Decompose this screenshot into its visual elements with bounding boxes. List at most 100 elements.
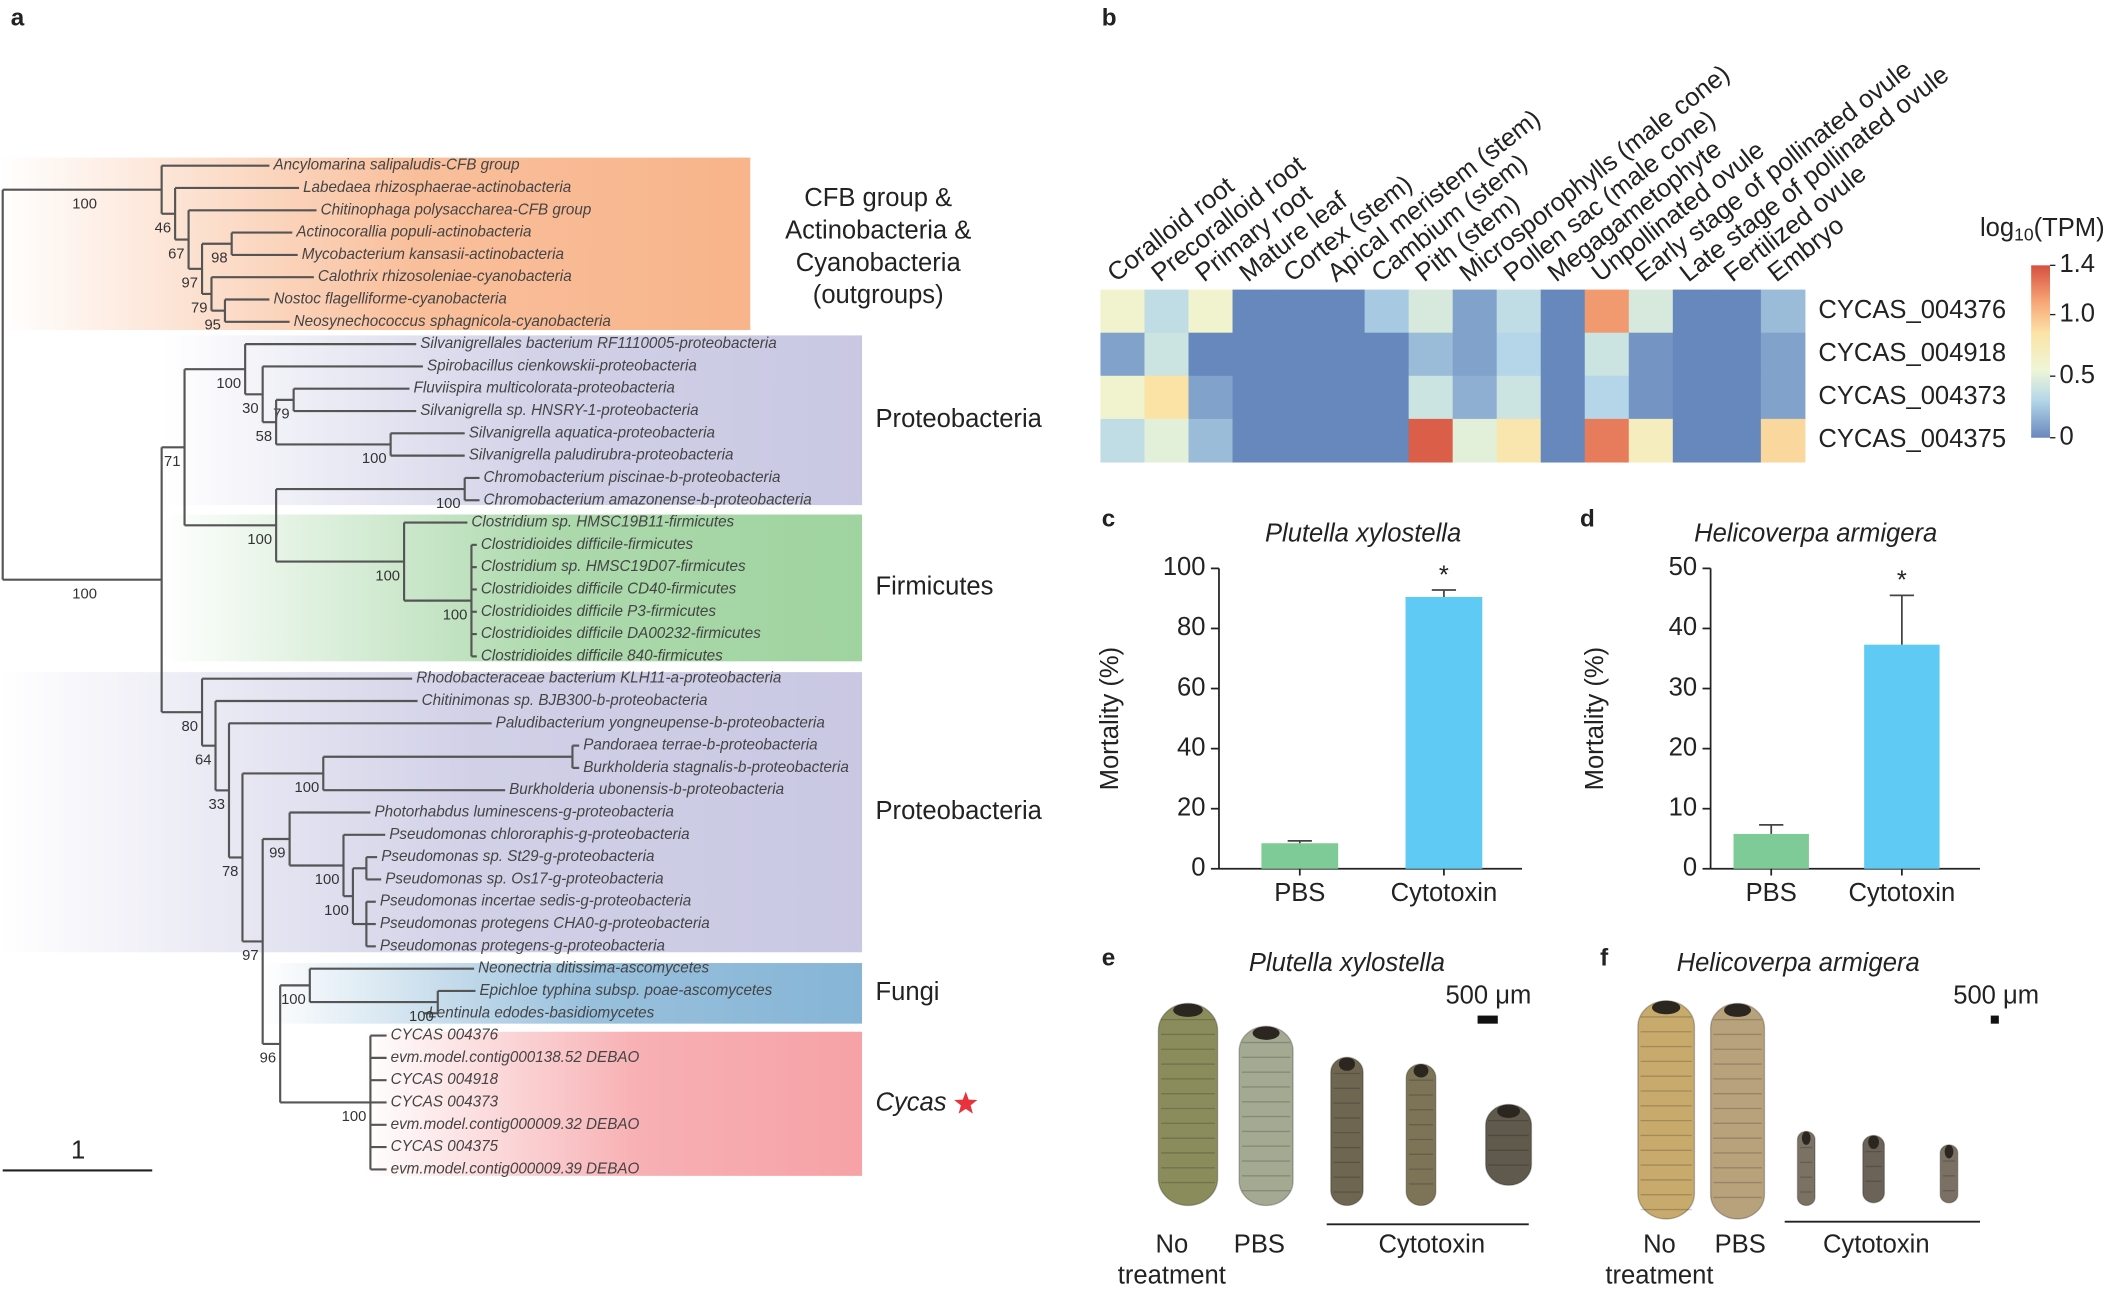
heat-cell bbox=[1364, 375, 1410, 420]
scale-label: 500 μm bbox=[1445, 981, 1531, 1009]
group-label: PBS bbox=[1234, 1231, 1285, 1259]
leaf-label: Photorhabdus luminescens-g-proteobacteri… bbox=[374, 804, 673, 821]
leaf-label: Calothrix rhizosoleniae-cyanobacteria bbox=[318, 268, 572, 285]
y-tick-label: 60 bbox=[1177, 673, 1205, 701]
panel-label: d bbox=[1580, 505, 1595, 532]
heat-cell bbox=[1672, 332, 1718, 377]
heat-cell bbox=[1716, 332, 1762, 377]
panel-label: e bbox=[1102, 944, 1115, 971]
heat-cell bbox=[1320, 289, 1366, 334]
panel-label: b bbox=[1102, 4, 1117, 31]
colorbar-title-part: (TPM) bbox=[2034, 214, 2105, 242]
bar bbox=[1261, 843, 1339, 869]
clade-box bbox=[161, 514, 863, 662]
star bbox=[954, 1091, 978, 1114]
row-label: CYCAS_004376 bbox=[1818, 296, 2006, 324]
heat-cell bbox=[1628, 418, 1674, 463]
heat-cell bbox=[1760, 289, 1806, 334]
heat-cell bbox=[1364, 289, 1410, 334]
heat-cell bbox=[1276, 332, 1322, 377]
heat-cell bbox=[1496, 332, 1542, 377]
heat-cell bbox=[1672, 375, 1718, 420]
heat-cell bbox=[1628, 375, 1674, 420]
leaf-label: Pseudomonas protegens CHA0-g-proteobacte… bbox=[380, 915, 710, 932]
clade-box bbox=[0, 157, 751, 330]
leaf-label: Neonectria ditissima-ascomycetes bbox=[478, 960, 709, 977]
heat-cell bbox=[1232, 418, 1278, 463]
bootstrap: 100 bbox=[409, 1009, 434, 1025]
bootstrap: 100 bbox=[443, 607, 468, 623]
heat-cell bbox=[1408, 418, 1454, 463]
clade-label: Actinobacteria & bbox=[785, 216, 971, 244]
heat-cell bbox=[1320, 332, 1366, 377]
bootstrap: 100 bbox=[281, 992, 306, 1008]
heat-cell bbox=[1320, 418, 1366, 463]
larva-head bbox=[1868, 1135, 1879, 1149]
x-tick-label: Cytotoxin bbox=[1849, 879, 1956, 907]
bootstrap: 64 bbox=[195, 752, 211, 768]
clade-box bbox=[262, 963, 863, 1024]
bootstrap: 100 bbox=[324, 903, 349, 919]
heat-cell bbox=[1144, 375, 1190, 420]
leaf-label: Epichloe typhina subsp. poae-ascomycetes bbox=[480, 982, 773, 999]
larva bbox=[1330, 1056, 1364, 1207]
bar bbox=[1864, 644, 1940, 869]
leaf-label: Ancylomarina salipaludis-CFB group bbox=[272, 157, 519, 174]
bootstrap: 95 bbox=[204, 317, 220, 333]
group-label: treatment bbox=[1118, 1262, 1226, 1289]
leaf-label: Clostridioides difficile 840-firmicutes bbox=[481, 647, 723, 664]
y-tick-label: 0 bbox=[1191, 854, 1205, 882]
bootstrap: 100 bbox=[436, 496, 461, 512]
clade-box bbox=[0, 672, 863, 953]
chart-title: Plutella xylostella bbox=[1265, 519, 1461, 547]
heat-cell bbox=[1540, 375, 1586, 420]
chart-title: Helicoverpa armigera bbox=[1694, 519, 1937, 547]
heat-cell bbox=[1496, 289, 1542, 334]
colorbar-title-part: 10 bbox=[2014, 224, 2034, 244]
bootstrap: 80 bbox=[182, 719, 198, 735]
leaf-label: CYCAS 004918 bbox=[391, 1071, 499, 1088]
leaf-label: Fluviispira multicolorata-proteobacteria bbox=[414, 380, 675, 397]
heat-cell bbox=[1716, 375, 1762, 420]
bootstrap: 100 bbox=[247, 532, 272, 548]
leaf-label: Burkholderia stagnalis-b-proteobacteria bbox=[583, 759, 849, 776]
leaf-label: Lentinula edodes-basidiomycetes bbox=[428, 1004, 654, 1021]
heat-cell bbox=[1232, 375, 1278, 420]
leaf-label: Chromobacterium piscinae-b-proteobacteri… bbox=[484, 469, 781, 486]
leaf-label: Spirobacillus cienkowskii-proteobacteria bbox=[427, 357, 697, 374]
heat-cell bbox=[1540, 418, 1586, 463]
leaf-label: Actinocorallia populi-actinobacteria bbox=[295, 224, 531, 241]
x-tick-label: PBS bbox=[1746, 879, 1797, 907]
y-tick-label: 80 bbox=[1177, 613, 1205, 641]
group-label: treatment bbox=[1605, 1262, 1713, 1289]
heat-cell bbox=[1672, 418, 1718, 463]
heat-cell bbox=[1408, 289, 1454, 334]
heat-cell bbox=[1276, 289, 1322, 334]
larva-head bbox=[1724, 1003, 1752, 1017]
group-label: No bbox=[1155, 1231, 1188, 1259]
leaf-label: Chromobacterium amazonense-b-proteobacte… bbox=[484, 491, 812, 508]
heat-cell bbox=[1276, 375, 1322, 420]
heat-cell bbox=[1540, 289, 1586, 334]
leaf-label: Clostridium sp. HMSC19D07-firmicutes bbox=[481, 558, 746, 575]
larva bbox=[1637, 1000, 1696, 1220]
bootstrap: 58 bbox=[256, 429, 272, 445]
heat-cell bbox=[1760, 418, 1806, 463]
row-label: CYCAS_004373 bbox=[1818, 382, 2006, 410]
leaf-label: Burkholderia ubonensis-b-proteobacteria bbox=[509, 781, 784, 798]
y-tick-label: 50 bbox=[1669, 553, 1697, 581]
heat-cell bbox=[1100, 332, 1146, 377]
bootstrap: 100 bbox=[295, 780, 320, 796]
heat-cell bbox=[1584, 418, 1630, 463]
leaf-label: Neosynechococcus sphagnicola-cyanobacter… bbox=[294, 313, 611, 330]
heat-cell bbox=[1188, 375, 1234, 420]
clade-label: Cycas bbox=[876, 1089, 947, 1117]
leaf-label: Clostridioides difficile-firmicutes bbox=[481, 536, 694, 553]
larva-head bbox=[1652, 1000, 1681, 1015]
colorbar-tick-label: 0.5 bbox=[2059, 361, 2095, 389]
heat-cell bbox=[1408, 332, 1454, 377]
leaf-label: Chitinophaga polysaccharea-CFB group bbox=[321, 201, 592, 218]
bootstrap: 100 bbox=[342, 1109, 367, 1125]
leaf-label: Pseudomonas sp. St29-g-proteobacteria bbox=[381, 848, 654, 865]
